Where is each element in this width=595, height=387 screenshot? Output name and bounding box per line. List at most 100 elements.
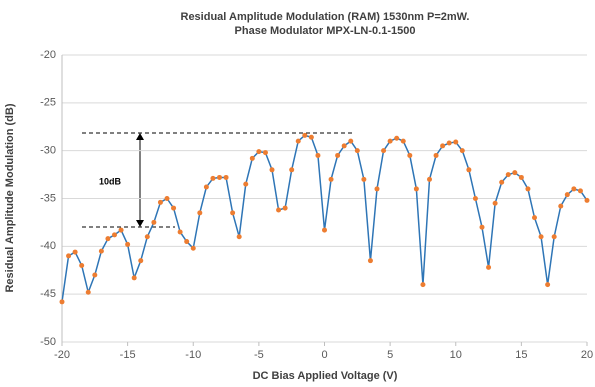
marker — [453, 139, 459, 145]
series-line — [61, 134, 588, 302]
marker — [492, 200, 498, 206]
marker — [85, 289, 91, 295]
marker — [322, 227, 327, 233]
y-tick-label: -40 — [40, 240, 56, 252]
marker — [164, 196, 170, 201]
marker — [577, 188, 583, 194]
marker — [440, 143, 446, 149]
marker — [249, 155, 255, 161]
marker — [236, 234, 242, 240]
marker — [157, 199, 163, 205]
marker — [118, 227, 124, 233]
x-tick-label: 10 — [450, 349, 462, 361]
marker — [564, 192, 570, 198]
marker — [138, 258, 144, 264]
marker — [217, 174, 222, 180]
marker — [308, 134, 314, 140]
marker — [413, 186, 419, 192]
marker — [420, 282, 426, 288]
marker — [276, 207, 282, 213]
marker — [472, 196, 478, 201]
x-tick-label: 20 — [581, 349, 593, 361]
marker — [348, 138, 354, 144]
marker — [72, 249, 78, 255]
marker — [427, 176, 432, 182]
marker — [262, 150, 268, 156]
marker — [98, 248, 104, 254]
marker — [328, 176, 334, 182]
marker — [59, 299, 65, 305]
y-tick-label: -20 — [40, 49, 56, 61]
y-tick-label: -30 — [40, 145, 56, 157]
marker — [315, 152, 321, 158]
marker — [79, 262, 85, 268]
marker — [341, 143, 347, 149]
marker — [407, 152, 413, 158]
marker — [387, 138, 393, 144]
marker — [367, 258, 373, 264]
marker — [289, 167, 295, 173]
marker — [302, 132, 308, 138]
marker — [190, 245, 196, 251]
marker — [479, 224, 485, 230]
marker — [400, 138, 406, 144]
marker — [335, 152, 341, 158]
chart-subtitle: Phase Modulator MPX-LN-0.1-1500 — [235, 25, 416, 37]
x-axis-title: DC Bias Applied Voltage (V) — [253, 370, 398, 382]
y-tick-label: -45 — [40, 288, 56, 300]
marker — [223, 174, 229, 180]
annotation: 10dB — [99, 176, 122, 186]
marker — [433, 152, 439, 158]
marker — [466, 167, 472, 173]
marker — [525, 186, 531, 192]
marker — [512, 170, 518, 176]
marker — [361, 176, 367, 182]
x-tick-label: -10 — [185, 349, 201, 361]
marker — [269, 167, 275, 173]
marker — [282, 205, 288, 211]
marker — [256, 149, 262, 155]
marker — [394, 135, 400, 141]
annotation-lines — [82, 132, 352, 228]
marker — [105, 236, 111, 242]
marker — [381, 148, 387, 154]
x-tick-label: -5 — [254, 349, 264, 361]
y-tick-label: -25 — [40, 97, 56, 109]
marker — [545, 282, 551, 288]
marker — [505, 172, 511, 178]
marker — [499, 179, 505, 185]
marker — [446, 140, 452, 146]
marker — [584, 197, 590, 203]
x-tick-label: -20 — [54, 349, 70, 361]
x-tick-label: 0 — [321, 349, 327, 361]
marker — [354, 148, 360, 154]
marker — [131, 275, 137, 281]
marker — [171, 205, 177, 211]
marker — [210, 175, 216, 181]
marker — [177, 229, 183, 235]
marker — [184, 239, 190, 245]
marker — [558, 203, 564, 209]
marker — [151, 219, 157, 225]
marker — [532, 215, 537, 221]
x-tick-label: 15 — [515, 349, 527, 361]
marker — [112, 232, 117, 238]
marker — [459, 148, 465, 154]
marker — [125, 241, 131, 247]
chart-title: Residual Amplitude Modulation (RAM) 1530… — [181, 11, 470, 23]
marker — [518, 174, 524, 180]
marker — [203, 184, 209, 190]
marker — [66, 253, 72, 259]
marker — [243, 181, 249, 187]
y-tick-label: -50 — [40, 336, 56, 348]
marker — [486, 264, 492, 270]
marker — [374, 186, 380, 192]
marker — [551, 234, 557, 240]
marker — [538, 234, 544, 240]
x-tick-label: 5 — [387, 349, 393, 361]
marker — [571, 186, 577, 192]
marker — [230, 210, 236, 216]
marker — [295, 138, 301, 144]
marker — [144, 234, 150, 240]
